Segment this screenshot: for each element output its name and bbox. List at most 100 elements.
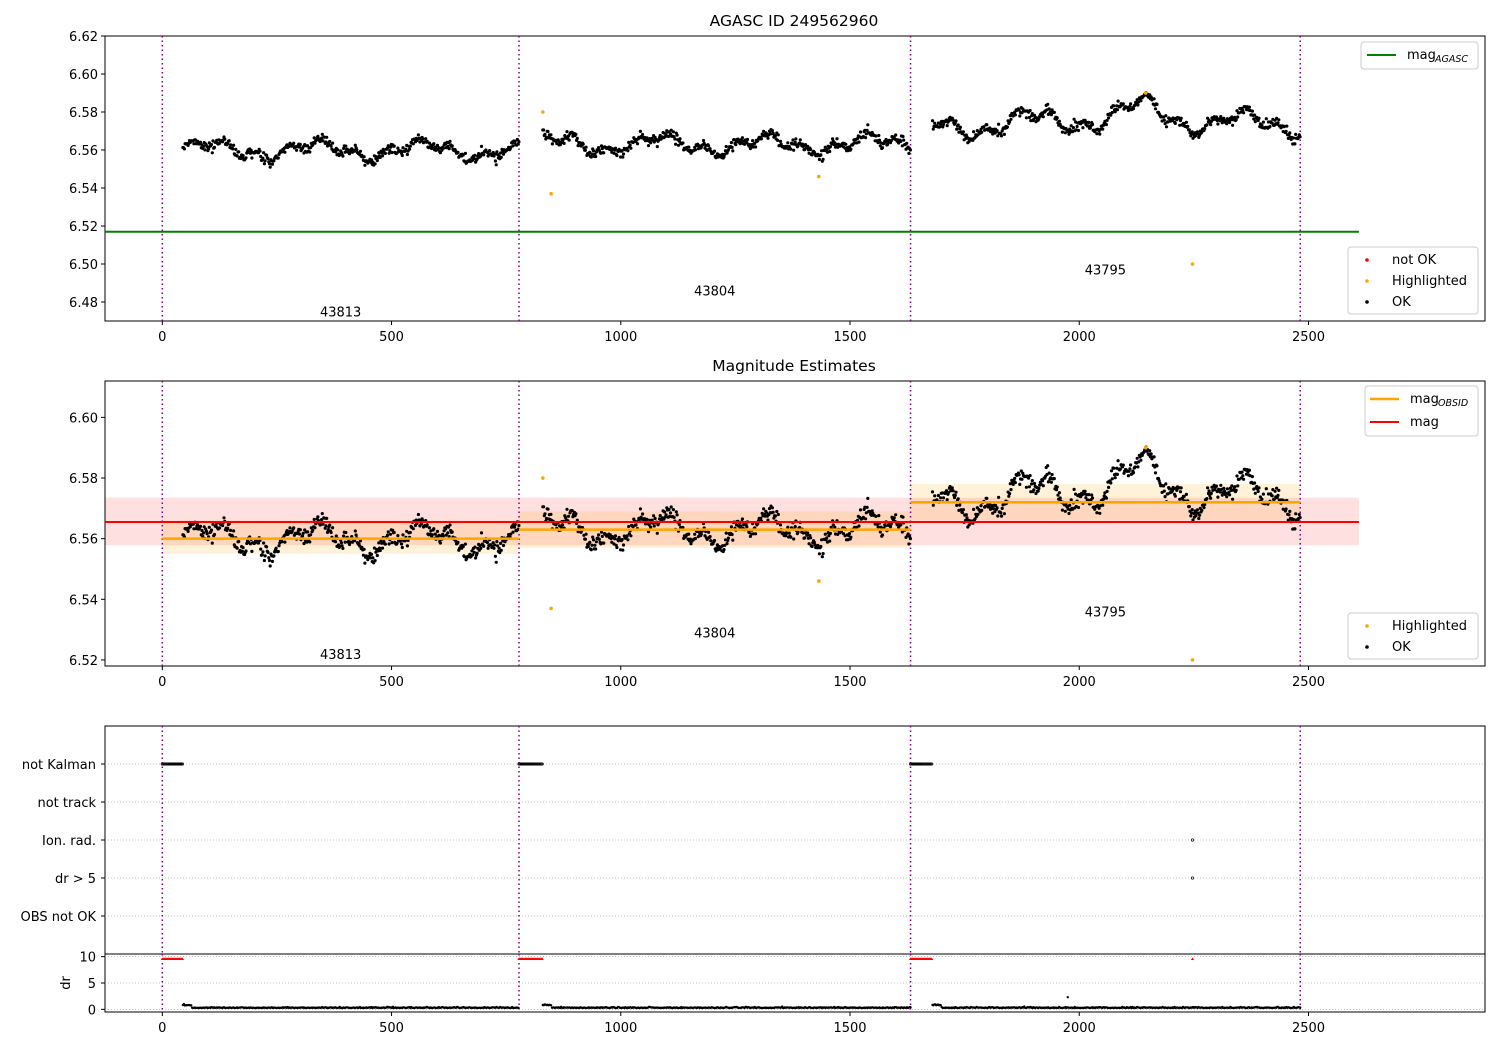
p2-legend-mag-label: mag (1410, 415, 1439, 430)
p2-ok-point (745, 525, 749, 529)
p4-dr-point (190, 1004, 193, 1007)
p2-ok-point (730, 532, 734, 537)
p1-ok-point (456, 150, 460, 154)
p2-ok-point (201, 531, 206, 535)
p2-ok-point (485, 540, 489, 545)
p2-ok-point (825, 536, 829, 540)
p1-ok-point (999, 134, 1004, 138)
p2-ok-point (991, 507, 996, 511)
p2-ok-point (1175, 488, 1179, 492)
p1-ok-point (306, 144, 310, 148)
p1-ok-point (1133, 103, 1137, 107)
p1-ok-point (1068, 127, 1072, 131)
p1-ok-point (1260, 123, 1264, 127)
p1-ok-point (1069, 124, 1073, 128)
p2-ok-point (602, 541, 606, 545)
p2-ok-point (901, 515, 905, 519)
p2-ok-point (1149, 452, 1153, 456)
p2-ok-point (1087, 493, 1091, 497)
p1-ok-point (589, 155, 593, 159)
p2-ok-point (956, 497, 960, 501)
p1-ok-point (258, 149, 262, 153)
p1-ok-point (997, 122, 1001, 126)
p2-ok-point (944, 489, 949, 493)
p1-ok-point (203, 148, 207, 152)
p2-ok-point (1164, 482, 1168, 486)
p1-ok-point (599, 144, 604, 148)
p2-ok-point (433, 532, 437, 536)
p4-dr-outlier (1066, 996, 1069, 999)
p1-ytick-label: 6.60 (69, 68, 98, 83)
p1-ok-point (1041, 115, 1045, 119)
p2-ok-point (613, 534, 618, 538)
p2-ok-point (1198, 513, 1202, 517)
p2-ok-point (559, 525, 563, 529)
p1-ok-point (676, 143, 681, 147)
p2-ok-point (298, 528, 302, 532)
p1-ok-point (1284, 129, 1288, 133)
p2-ok-point (1293, 527, 1297, 531)
p2-ok-point (276, 549, 280, 554)
p2-ok-point (1214, 484, 1218, 488)
p3-flag-point (536, 762, 540, 766)
p1-ok-point (865, 128, 869, 132)
p2-ok-point (1072, 487, 1076, 491)
p2-ok-point (1057, 491, 1061, 495)
p2-ok-point (328, 523, 332, 527)
p2-ok-point (280, 540, 284, 544)
p2-ok-point (222, 516, 226, 520)
p2-ok-point (1250, 475, 1254, 479)
p2-ok-point (320, 511, 324, 516)
p1-ok-point (227, 139, 231, 143)
p1-ok-point (267, 162, 272, 166)
p2-ok-point (1234, 488, 1238, 492)
p2-ok-point (1187, 505, 1191, 509)
p1-ok-point (1060, 130, 1064, 134)
p2-ok-point (965, 516, 969, 520)
p2-obsid-label: 43795 (1085, 605, 1126, 620)
p1-ok-point (803, 147, 807, 152)
p2-ok-point (953, 493, 957, 497)
p2-ok-point (325, 530, 330, 535)
p2-ok-point (1209, 496, 1213, 500)
p1-ok-point (894, 133, 898, 137)
p1-ok-point (1216, 122, 1220, 126)
p1-ytick-label: 6.50 (69, 258, 98, 273)
p1-ok-point (1052, 110, 1056, 114)
p1-xtick-label: 0 (158, 330, 166, 345)
p2-ok-point (1109, 469, 1114, 473)
p2-ok-point (292, 526, 296, 530)
p3-flag-point (526, 762, 530, 766)
p1-ok-point (316, 134, 320, 138)
p1-legend-top-box (1360, 41, 1479, 70)
p2-ok-point (762, 507, 766, 511)
p3-flag-point (920, 762, 924, 766)
p1-ok-point (416, 133, 420, 137)
p1-ok-point (1236, 115, 1240, 119)
p2-ok-point (999, 511, 1003, 515)
p2-ok-point (892, 516, 896, 520)
p3-category-label: not Kalman (22, 758, 96, 773)
p1-ok-point (1257, 116, 1261, 120)
p3-flag-point (527, 762, 531, 766)
p1-xtick-label: 1500 (833, 330, 866, 345)
p2-ok-point (486, 546, 490, 550)
p2-ok-point (725, 542, 729, 546)
p2-ok-point (1112, 466, 1116, 470)
p1-ok-point (479, 154, 483, 158)
p2-ok-point (955, 503, 959, 507)
p1-ok-point (883, 140, 888, 144)
p2-ok-point (803, 536, 807, 540)
p2-ok-point (1050, 472, 1054, 477)
p2-ok-point (864, 517, 868, 521)
p1-ok-point (1152, 97, 1156, 101)
p2-ok-point (883, 524, 888, 528)
panel2-title: Magnitude Estimates (712, 357, 876, 375)
p1-ok-point (941, 125, 945, 129)
p1-ok-point (751, 145, 756, 149)
p2-ok-point (471, 553, 475, 557)
p3-flag-point (538, 762, 542, 766)
p2-ok-point (1219, 483, 1223, 487)
p2-ok-point (1060, 508, 1064, 512)
p2-ok-point (784, 534, 788, 538)
